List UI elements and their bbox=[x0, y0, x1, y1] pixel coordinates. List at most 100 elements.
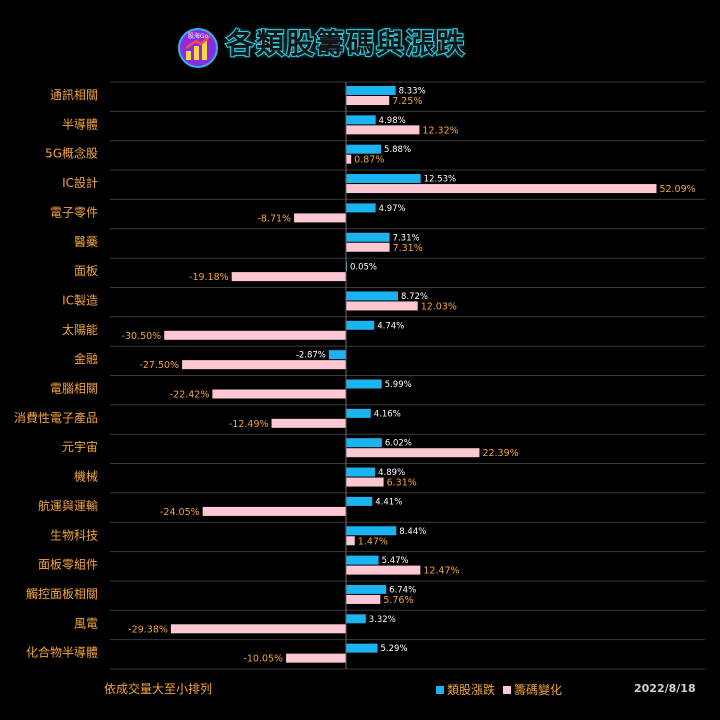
blue-value-label: 5.99% bbox=[385, 380, 412, 390]
pink-bar bbox=[170, 624, 346, 634]
pink-value-label: -29.38% bbox=[128, 624, 168, 635]
blue-bar bbox=[346, 496, 373, 506]
pink-value-label: -27.50% bbox=[139, 360, 179, 371]
category-label: 太陽能 bbox=[62, 322, 98, 337]
blue-bar bbox=[346, 643, 378, 653]
pink-value-label: -19.18% bbox=[189, 272, 229, 283]
pink-bar bbox=[346, 242, 390, 252]
blue-value-label: 4.98% bbox=[379, 116, 406, 126]
pink-value-label: 6.31% bbox=[387, 478, 417, 489]
blue-value-label: 6.74% bbox=[389, 585, 416, 595]
blue-value-label: 0.05% bbox=[350, 263, 377, 273]
pink-bar bbox=[346, 96, 390, 105]
blue-value-label: 5.29% bbox=[381, 644, 408, 654]
logo-text: 股海Go bbox=[188, 32, 209, 40]
pink-value-label: 52.09% bbox=[659, 184, 695, 195]
blue-bar bbox=[346, 203, 376, 213]
legend-item-blue: 類股漲跌 bbox=[436, 681, 495, 698]
category-label: 半導體 bbox=[62, 117, 98, 131]
blue-value-label: 4.89% bbox=[378, 468, 405, 478]
pink-bar bbox=[346, 125, 420, 135]
blue-bar bbox=[346, 379, 382, 389]
category-label: 通訊相關 bbox=[50, 87, 98, 102]
blue-value-label: 4.97% bbox=[379, 204, 406, 214]
legend-item-pink: 籌碼變化 bbox=[503, 681, 562, 698]
category-label: 電腦相關 bbox=[50, 381, 98, 396]
pink-value-label: -12.49% bbox=[229, 419, 269, 430]
pink-value-label: 7.25% bbox=[392, 96, 422, 107]
pink-bar bbox=[346, 477, 384, 487]
pink-value-label: 1.47% bbox=[358, 536, 388, 547]
legend-label-blue: 類股漲跌 bbox=[447, 683, 496, 697]
pink-bar bbox=[346, 565, 421, 575]
pink-bar bbox=[346, 594, 381, 604]
pink-bar bbox=[346, 184, 657, 194]
pink-bar bbox=[346, 536, 355, 546]
pink-value-label: -30.50% bbox=[122, 331, 162, 342]
pink-bar bbox=[231, 272, 346, 282]
pink-value-label: -22.42% bbox=[170, 390, 210, 401]
legend: 類股漲跌 籌碼變化 bbox=[436, 681, 570, 698]
blue-value-label: -2.87% bbox=[296, 351, 326, 361]
category-label: IC設計 bbox=[62, 175, 98, 190]
blue-bar bbox=[346, 555, 379, 565]
pink-bar bbox=[202, 506, 346, 516]
pink-value-label: -24.05% bbox=[160, 507, 200, 518]
date-label: 2022/8/18 bbox=[634, 682, 696, 695]
blue-bar bbox=[346, 115, 376, 125]
blue-bar bbox=[346, 320, 375, 330]
sort-note: 依成交量大至小排列 bbox=[104, 682, 213, 696]
legend-swatch-blue bbox=[436, 685, 444, 694]
blue-value-label: 4.74% bbox=[377, 321, 404, 331]
category-label: 生物科技 bbox=[50, 528, 98, 542]
pink-bar bbox=[286, 653, 346, 663]
blue-bar bbox=[346, 232, 390, 242]
category-label: 醫藥 bbox=[74, 235, 98, 249]
category-label: 觸控面板相關 bbox=[26, 586, 98, 601]
category-label: 消費性電子產品 bbox=[14, 410, 98, 425]
blue-bar bbox=[346, 614, 366, 624]
pink-bar bbox=[346, 154, 352, 164]
blue-value-label: 8.44% bbox=[399, 527, 426, 537]
pink-bar bbox=[164, 330, 346, 340]
blue-value-label: 8.72% bbox=[401, 292, 428, 302]
pink-bar bbox=[346, 301, 418, 311]
blue-value-label: 6.02% bbox=[385, 439, 412, 449]
category-label: 金融 bbox=[74, 351, 98, 366]
pink-value-label: -8.71% bbox=[257, 213, 291, 224]
category-label: 面板 bbox=[74, 264, 98, 278]
blue-value-label: 4.41% bbox=[375, 497, 402, 507]
legend-swatch-pink bbox=[503, 685, 512, 694]
blue-value-label: 5.88% bbox=[384, 145, 411, 155]
category-label: 元宇宙 bbox=[62, 439, 98, 454]
page-title: 各類股籌碼與漲跌 bbox=[225, 26, 467, 61]
pink-bar bbox=[294, 213, 346, 223]
category-label: 航運與運輸 bbox=[38, 498, 98, 513]
category-label: 風電 bbox=[74, 616, 98, 630]
category-label: 5G概念股 bbox=[45, 146, 98, 161]
blue-value-label: 8.33% bbox=[399, 87, 426, 97]
blue-bar bbox=[346, 438, 382, 448]
blue-bar bbox=[346, 174, 421, 184]
pink-value-label: -10.05% bbox=[243, 654, 283, 665]
blue-bar bbox=[346, 144, 382, 154]
blue-value-label: 12.53% bbox=[424, 175, 456, 185]
blue-bar bbox=[346, 467, 376, 477]
blue-value-label: 5.47% bbox=[382, 556, 409, 566]
pink-bar bbox=[182, 360, 346, 370]
category-label: IC製造 bbox=[62, 293, 98, 307]
blue-bar bbox=[346, 584, 387, 594]
blue-value-label: 7.31% bbox=[393, 233, 420, 243]
blue-bar bbox=[346, 291, 398, 301]
blue-bar bbox=[328, 350, 346, 360]
blue-value-label: 4.16% bbox=[374, 409, 401, 419]
pink-bar bbox=[346, 448, 480, 458]
pink-value-label: 12.03% bbox=[421, 301, 457, 312]
category-label: 化合物半導體 bbox=[26, 645, 98, 660]
category-label: 面板零組件 bbox=[38, 558, 98, 572]
blue-bar bbox=[346, 86, 396, 95]
pink-value-label: 5.76% bbox=[383, 595, 413, 606]
pink-value-label: 0.87% bbox=[354, 155, 384, 166]
blue-bar bbox=[346, 526, 397, 536]
